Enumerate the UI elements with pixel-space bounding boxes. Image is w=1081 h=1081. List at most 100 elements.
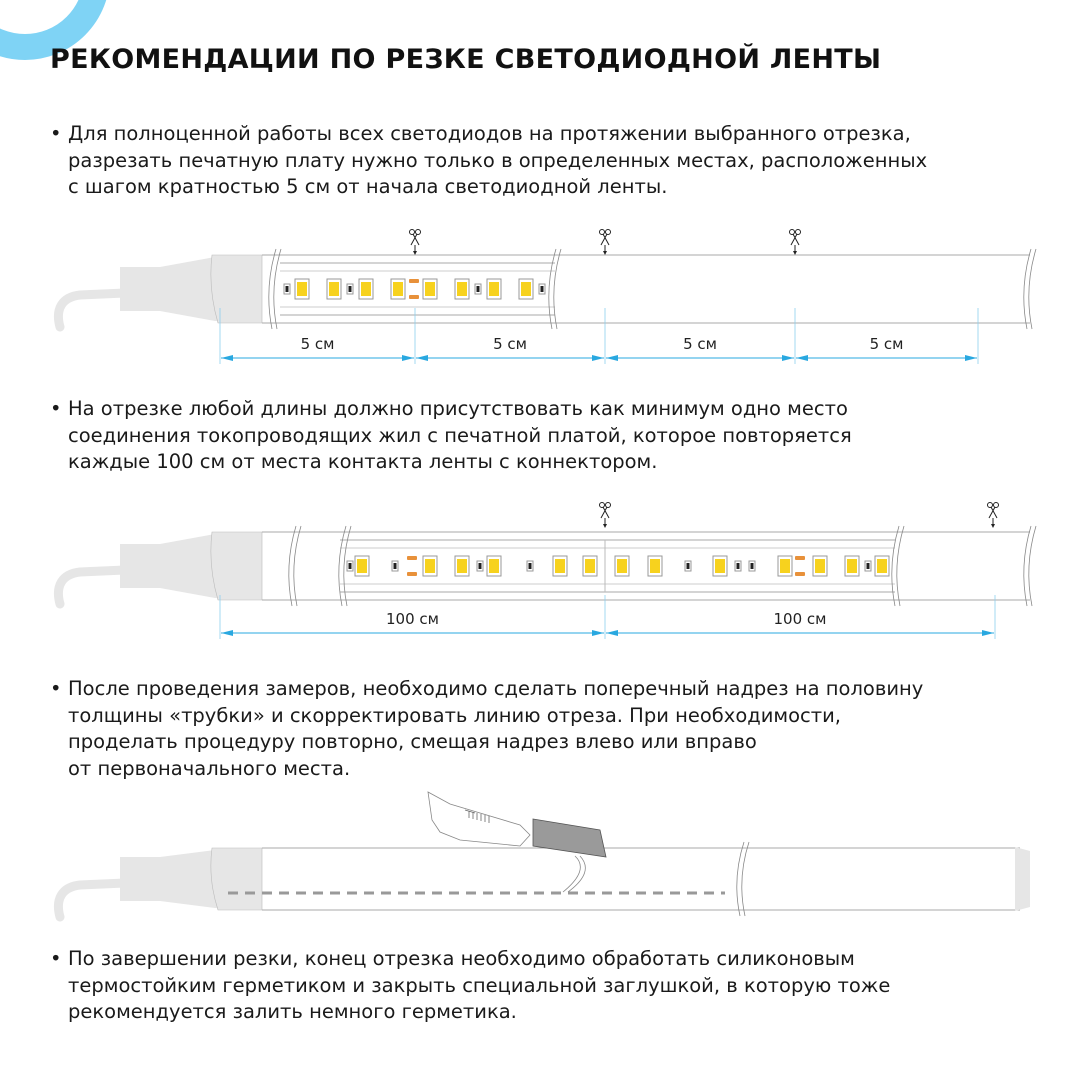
paragraph-2: • На отрезке любой длины должно присутст… <box>50 396 1050 476</box>
dimension-label: 100 см <box>774 610 827 628</box>
connection-point-diagram: 100 см 100 см <box>53 502 1037 639</box>
led-chip <box>650 559 660 573</box>
scissors-icon <box>988 506 998 519</box>
scissors-icon <box>599 502 605 508</box>
knife-grip <box>464 809 490 823</box>
contact-pad <box>409 295 419 299</box>
end-cap <box>210 254 263 324</box>
led-chip <box>715 559 725 573</box>
scissors-icon <box>599 229 605 235</box>
scissors-icon <box>409 229 415 235</box>
bullet: • <box>50 947 62 970</box>
led-chip <box>489 282 499 296</box>
knife-cut-diagram <box>53 791 1030 922</box>
led-chip <box>357 559 367 573</box>
scissors-icon <box>789 229 795 235</box>
resistor-body <box>348 286 352 292</box>
dimension-label: 5 см <box>301 335 335 353</box>
contact-pad <box>795 556 805 560</box>
break-line <box>288 525 297 607</box>
scissors-icon <box>790 233 800 246</box>
led-chip <box>425 282 435 296</box>
text-line: термостойким герметиком и закрыть специа… <box>68 973 891 997</box>
resistor-body <box>866 563 870 569</box>
cut-arrow-head <box>603 251 607 255</box>
dimension-arrow <box>221 630 233 636</box>
led-chip <box>780 559 790 573</box>
connector-plug <box>120 257 222 321</box>
break-line <box>1023 248 1032 330</box>
bullet: • <box>50 397 62 420</box>
dimension-arrow <box>606 630 618 636</box>
cut-slit <box>562 855 586 893</box>
break-line <box>1028 248 1037 330</box>
led-chip <box>361 282 371 296</box>
scissors-icon <box>600 506 610 519</box>
resistor-body <box>285 286 289 292</box>
cable <box>53 288 130 332</box>
break-line <box>1023 525 1032 607</box>
contact-pad <box>409 279 419 283</box>
scissors-icon <box>600 233 610 246</box>
paragraph-3: • После проведения замеров, необходимо с… <box>50 676 1050 782</box>
scissors-icon <box>605 229 611 235</box>
break-line <box>896 525 905 607</box>
resistor-body <box>750 563 754 569</box>
scissors-icon <box>795 229 801 235</box>
led-chip <box>297 282 307 296</box>
knife-blade <box>532 818 607 858</box>
resistor-body <box>348 563 352 569</box>
break-line <box>1028 525 1037 607</box>
text-line: По завершении резки, конец отрезка необх… <box>68 947 855 970</box>
break-line <box>268 248 277 330</box>
resistor-body <box>736 563 740 569</box>
resistor-body <box>540 286 544 292</box>
connector-plug <box>120 534 222 598</box>
break-line <box>891 525 900 607</box>
text-line: Для полноценной работы всех светодиодов … <box>68 122 911 145</box>
text-line: разрезать печатную плату нужно только в … <box>68 148 928 172</box>
resistor-body <box>393 563 397 569</box>
text-line: После проведения замеров, необходимо сде… <box>68 677 924 700</box>
page-title: РЕКОМЕНДАЦИИ ПО РЕЗКЕ СВЕТОДИОДНОЙ ЛЕНТЫ <box>50 44 882 75</box>
text-line: проделать процедуру повторно, смещая над… <box>68 730 757 753</box>
text-line: соединения токопроводящих жил с печатной… <box>68 423 852 447</box>
dimension-label: 5 см <box>870 335 904 353</box>
contact-pad <box>795 572 805 576</box>
led-chip <box>617 559 627 573</box>
cable <box>53 878 130 922</box>
resistor-body <box>686 563 690 569</box>
text-line: рекомендуется залить немного герметика. <box>68 1000 517 1023</box>
text-line: толщины «трубки» и скорректировать линию… <box>68 703 842 727</box>
break-line <box>338 525 347 607</box>
led-chip <box>847 559 857 573</box>
led-chip <box>457 559 467 573</box>
dimension-arrow <box>416 355 428 361</box>
dimension-label: 5 см <box>683 335 717 353</box>
break-line <box>553 248 562 330</box>
break-line <box>741 841 750 917</box>
led-chip <box>521 282 531 296</box>
cut-arrow-head <box>603 524 607 528</box>
break-line <box>343 525 352 607</box>
resistor-body <box>528 563 532 569</box>
bullet: • <box>50 677 62 700</box>
paragraph-4: • По завершении резки, конец отрезка нео… <box>50 946 1050 1026</box>
text-line: На отрезке любой длины должно присутство… <box>68 397 848 420</box>
cut-arrow-head <box>991 524 995 528</box>
dimension-arrow <box>221 355 233 361</box>
dimension-arrow <box>782 355 794 361</box>
cut-arrow-head <box>413 251 417 255</box>
dimension-arrow <box>592 355 604 361</box>
dimension-label: 100 см <box>386 610 439 628</box>
led-chip <box>489 559 499 573</box>
led-chip <box>425 559 435 573</box>
text-line: с шагом кратностью 5 см от начала светод… <box>68 175 668 198</box>
led-chip <box>555 559 565 573</box>
break-line <box>273 248 282 330</box>
resistor-body <box>478 563 482 569</box>
text-line: от первоначального места. <box>68 756 351 780</box>
break-line <box>548 248 557 330</box>
connector-plug <box>120 850 222 908</box>
